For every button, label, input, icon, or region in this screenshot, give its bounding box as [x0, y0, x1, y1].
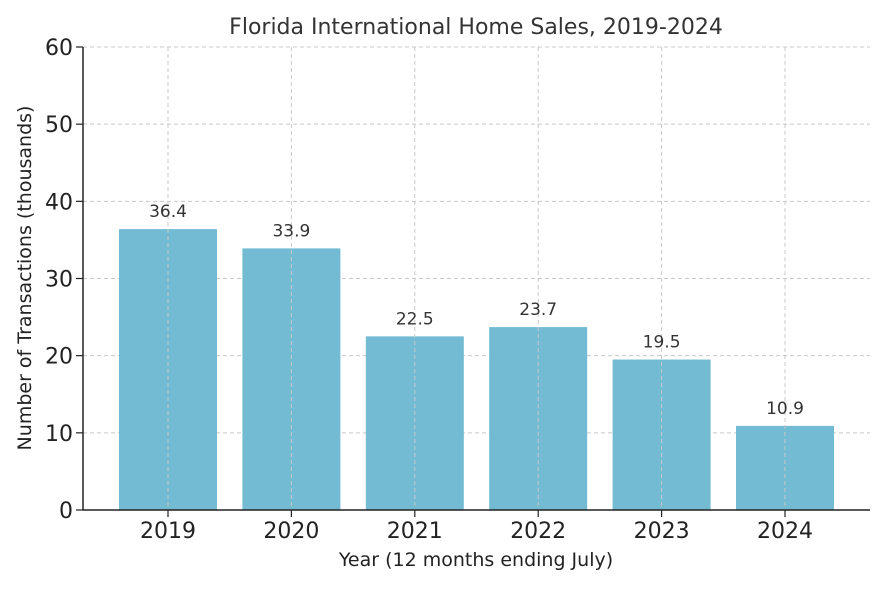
- x-tick-label: 2022: [510, 519, 566, 544]
- data-labels: 36.4 33.9 22.5 23.7 19.5 10.9: [149, 202, 804, 419]
- bars: [119, 229, 834, 510]
- data-label: 10.9: [766, 399, 804, 419]
- x-tick-label: 2020: [263, 519, 319, 544]
- y-tick-label: 50: [45, 113, 73, 138]
- y-tick-label: 40: [45, 190, 73, 215]
- vertical-grid: [167, 47, 786, 510]
- data-label: 19.5: [643, 333, 681, 353]
- data-label: 22.5: [396, 309, 434, 329]
- data-label: 36.4: [149, 202, 187, 222]
- x-tick-label: 2023: [634, 519, 690, 544]
- grid: [83, 46, 870, 434]
- y-tick-label: 0: [59, 499, 73, 524]
- y-tick-label: 60: [45, 36, 73, 61]
- data-label: 33.9: [272, 221, 310, 241]
- chart-title: Florida International Home Sales, 2019-2…: [229, 15, 723, 40]
- y-axis-label: Number of Transactions (thousands): [14, 106, 36, 451]
- data-label: 23.7: [519, 300, 557, 320]
- x-tick-label: 2019: [140, 519, 196, 544]
- y-tick-label: 10: [45, 422, 73, 447]
- x-tick-label: 2024: [757, 519, 813, 544]
- x-axis-label: Year (12 months ending July): [338, 549, 613, 571]
- y-tick-label: 30: [45, 268, 73, 293]
- y-tick-label: 20: [45, 345, 73, 370]
- x-tick-label: 2021: [387, 519, 443, 544]
- axes: 0 10 20 30 40 50 60 2019 2020 2021 2022 2023 2024: [45, 36, 870, 544]
